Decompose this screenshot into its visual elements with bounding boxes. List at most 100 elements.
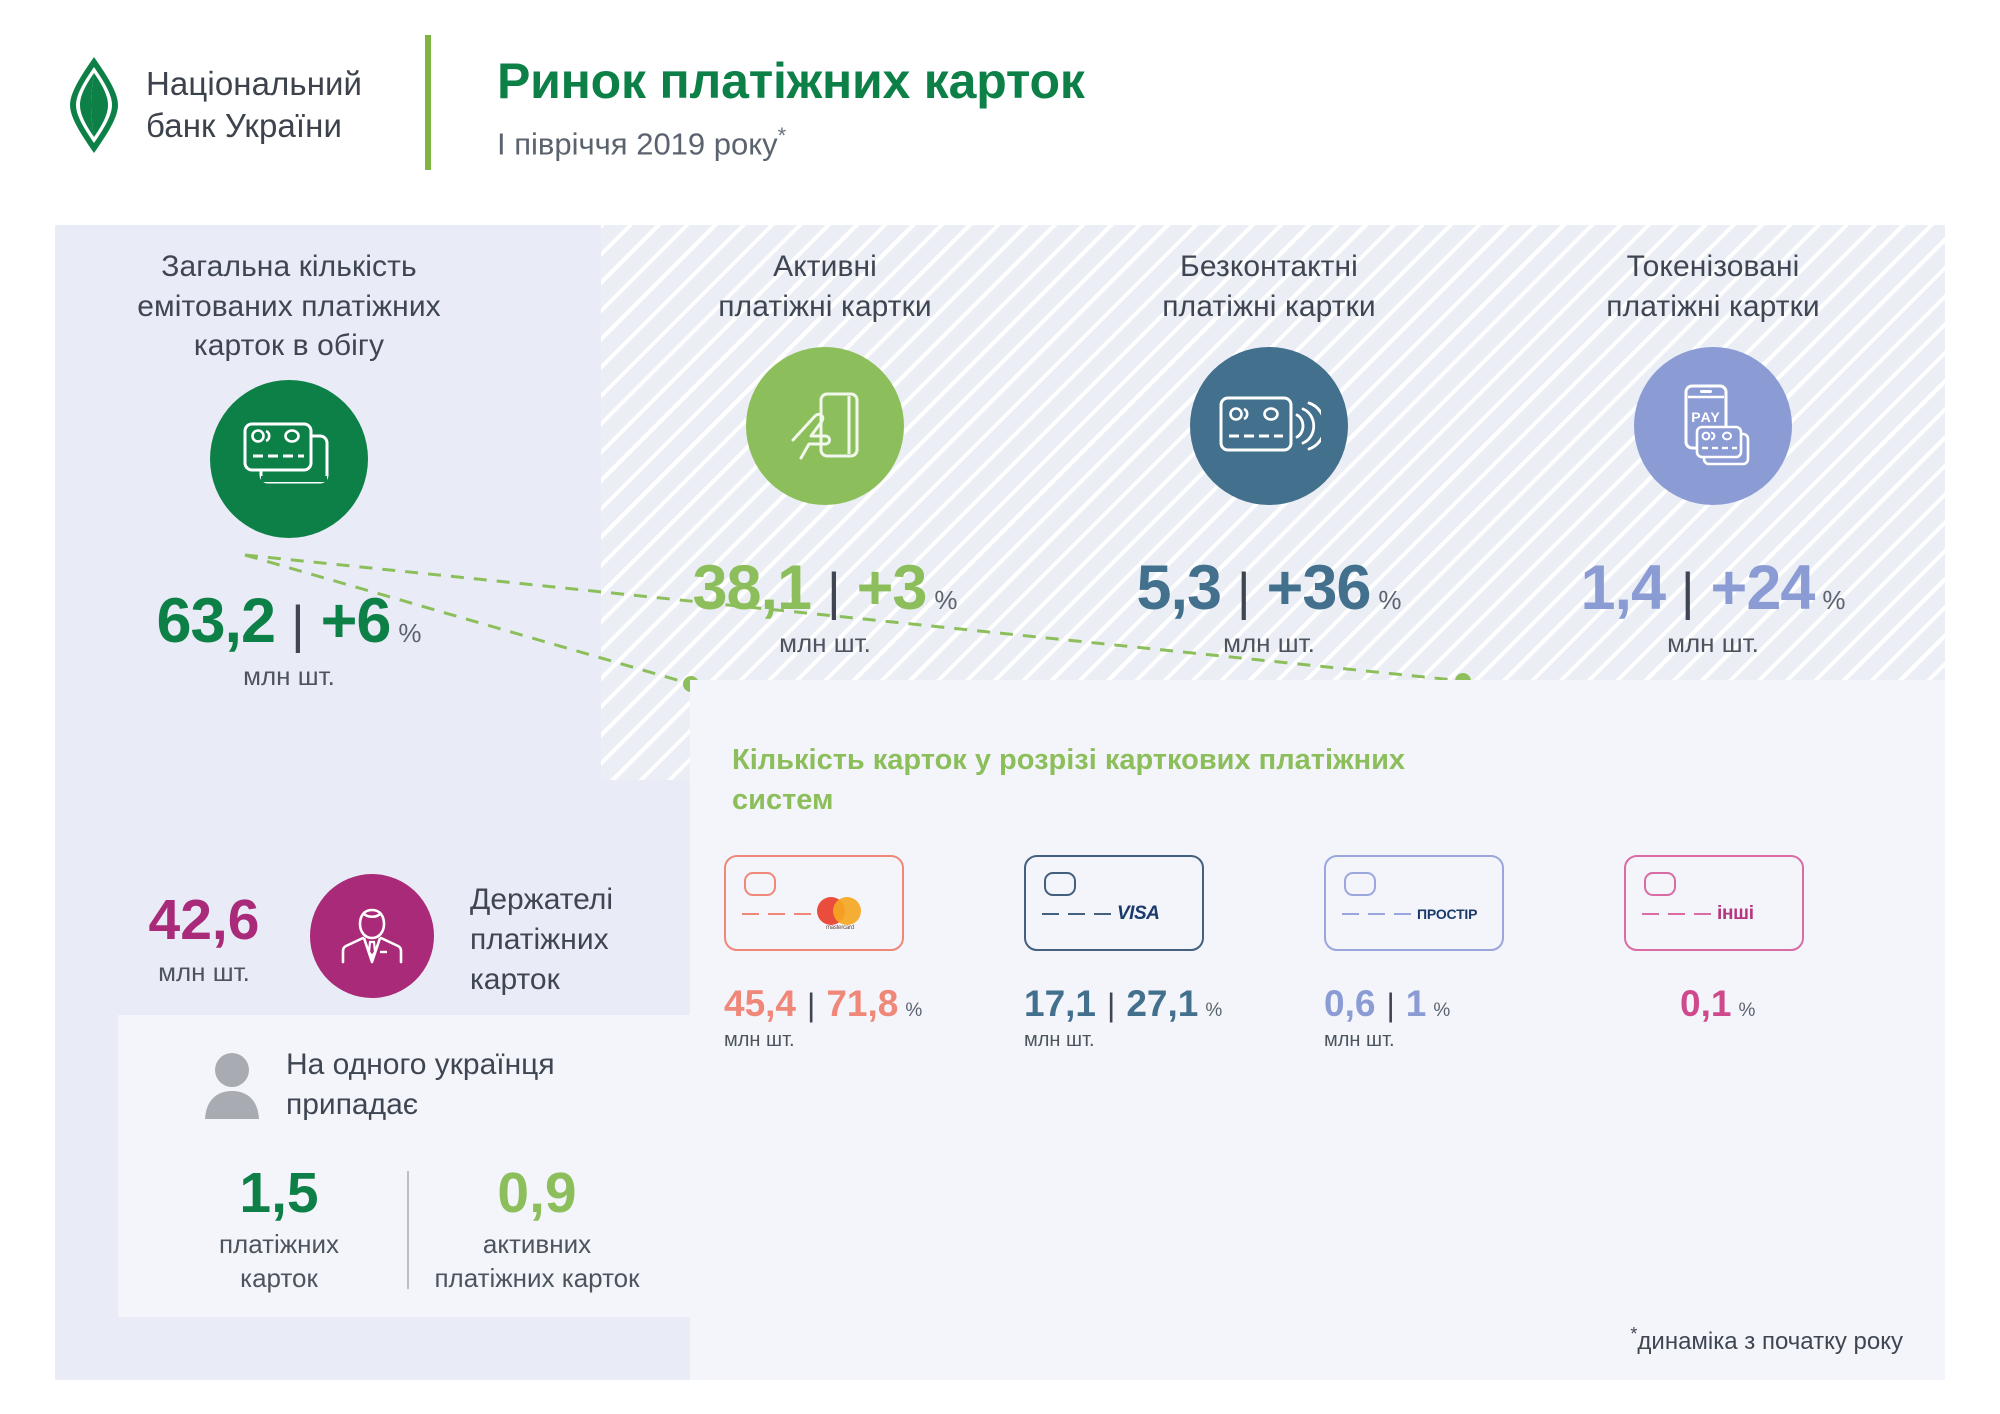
stat-unit: млн шт. (1667, 628, 1759, 658)
card-chip-icon (744, 872, 776, 896)
per-ukrainian-heading: На одного українця припадає (286, 1048, 555, 1121)
payment-system-percent-sign: % (1738, 1000, 1756, 1021)
per-ukrainian-box: На одного українця припадає 1,5 платіжни… (118, 1015, 698, 1317)
payment-system-percent-sign: % (1433, 1000, 1451, 1021)
footnote: *динаміка з початку року (1630, 1324, 1903, 1356)
card-chip-icon (1044, 872, 1076, 896)
stat-value-line: 5,3 | +36 % (1045, 557, 1493, 620)
stat-card-total-emitted: Загальна кількість емітованих платіжних … (65, 225, 513, 780)
stat-values: 5,3 | +36 % млн шт. (1045, 557, 1493, 659)
card-number-stripe: mastercard (742, 897, 890, 931)
holders-icon-circle (310, 874, 434, 998)
card-dashes (1642, 912, 1711, 916)
payment-system-count: 0,6 (1324, 983, 1376, 1024)
per-ukrainian-right: 0,9 активних платіжних карток (427, 1165, 647, 1296)
card-graphic: VISA (1024, 855, 1204, 951)
card-dash (1094, 912, 1111, 916)
card-dashes (742, 912, 811, 916)
nbu-logo-icon (70, 57, 118, 153)
hand-card-icon (791, 392, 859, 460)
stat-change: +36 (1266, 553, 1372, 623)
card-number-stripe: VISA (1042, 903, 1190, 925)
stat-values: 38,1 | +3 % млн шт. (601, 557, 1049, 659)
payment-systems-grid: mastercard 45,4 | 71,8 % млн шт. (710, 855, 1925, 1052)
contactless-card-icon (1219, 396, 1321, 452)
per-ukrainian-divider (407, 1171, 409, 1289)
nbu-logo-text: Національний банк України (146, 64, 363, 144)
svg-text:PAY: PAY (1691, 409, 1720, 425)
card-dash (1642, 912, 1659, 916)
payment-system-percent-sign: % (905, 1000, 923, 1021)
stat-value: 38,1 (692, 553, 812, 623)
stat-card-active: Активні платіжні картки 38,1 | +3 % млн … (601, 225, 1049, 780)
per-ukrainian-right-label: активних платіжних карток (434, 1229, 640, 1293)
stat-unit: млн шт. (243, 661, 335, 691)
stat-card-tokenized: Токенізовані платіжні картки PAY (1489, 225, 1937, 780)
payment-system-values: 0,1 % (1624, 985, 1845, 1022)
stat-value: 1,4 (1580, 553, 1666, 623)
per-ukrainian-left-value: 1,5 (239, 1161, 319, 1225)
subtitle-asterisk: * (777, 123, 787, 148)
payment-system-count: 45,4 (724, 983, 797, 1024)
payment-system-unit: млн шт. (724, 1029, 795, 1051)
person-silhouette-icon (205, 1053, 259, 1119)
page-subtitle-text: І півріччя 2019 року (497, 126, 778, 162)
stat-icon-circle (210, 380, 368, 538)
page-header: Національний банк України Ринок платіжни… (0, 0, 2000, 225)
mastercard-logo-text: mastercard (825, 925, 854, 931)
stat-change: +24 (1710, 553, 1816, 623)
payment-system-values: 17,1 | 27,1 % млн шт. (1024, 985, 1245, 1052)
card-chip-icon (1344, 872, 1376, 896)
payment-system-share: 1 (1405, 983, 1427, 1024)
payment-system-share: 71,8 (826, 983, 899, 1024)
header-divider (425, 35, 431, 170)
payment-system-value-line: 0,1 % (1658, 985, 1845, 1022)
holders-label: Держателі платіжних карток (470, 883, 614, 996)
payment-system-percent-sign: % (1205, 1000, 1223, 1021)
footnote-asterisk: * (1630, 1324, 1638, 1344)
card-dashes (1342, 912, 1411, 916)
stat-icon-circle (1190, 347, 1348, 505)
card-dash (1068, 912, 1085, 916)
stat-values: 63,2 | +6 % млн шт. (65, 590, 513, 692)
payment-system-separator: | (807, 987, 816, 1023)
mastercard-orange-circle (833, 897, 861, 925)
phone-pay-card-icon: PAY (1684, 384, 1750, 466)
page-title: Ринок платіжних карток (497, 53, 1085, 109)
card-dashes (1042, 912, 1111, 916)
payment-system-value-line: 0,6 | 1 % (1324, 985, 1545, 1022)
payment-system-unit: млн шт. (1324, 1029, 1395, 1051)
stat-unit: млн шт. (1223, 628, 1315, 658)
stat-change: +6 (320, 586, 392, 656)
card-dash (1394, 912, 1411, 916)
payment-system-prostir: ПРОСТІР 0,6 | 1 % млн шт. (1310, 855, 1545, 1052)
visa-logo-icon: VISA (1117, 903, 1160, 925)
mastercard-logo-icon: mastercard (817, 897, 863, 931)
stat-title: Безконтактні платіжні картки (1162, 250, 1376, 323)
stat-title: Загальна кількість емітованих платіжних … (137, 250, 441, 363)
card-graphic: mastercard (724, 855, 904, 951)
per-ukrainian-right-value: 0,9 (497, 1161, 577, 1225)
visa-logo-text: VISA (1117, 903, 1160, 924)
payment-system-values: 0,6 | 1 % млн шт. (1324, 985, 1545, 1052)
card-dash (1042, 912, 1059, 916)
payment-system-separator: | (1107, 987, 1116, 1023)
payment-system-share: 0,1 (1680, 983, 1732, 1024)
payment-system-share: 27,1 (1126, 983, 1199, 1024)
stat-value: 5,3 (1136, 553, 1222, 623)
payment-system-other: інші 0,1 % (1610, 855, 1845, 1052)
stat-card-contactless: Безконтактні платіжні картки (1045, 225, 1493, 780)
holders-unit: млн шт. (158, 957, 250, 987)
two-cards-icon (243, 422, 329, 484)
title-block: Ринок платіжних карток І півріччя 2019 р… (497, 52, 1085, 162)
stat-value-line: 38,1 | +3 % (601, 557, 1049, 620)
stat-value: 63,2 (156, 586, 276, 656)
stat-separator: | (1681, 563, 1695, 621)
holders-value: 42,6 (148, 888, 260, 952)
footnote-text: динаміка з початку року (1637, 1328, 1903, 1355)
card-dash (1668, 912, 1685, 916)
stat-values: 1,4 | +24 % млн шт. (1489, 557, 1937, 659)
per-ukrainian-left: 1,5 платіжних карток (169, 1165, 389, 1296)
per-ukrainian-left-label: платіжних карток (218, 1229, 340, 1293)
card-dash (768, 912, 785, 916)
